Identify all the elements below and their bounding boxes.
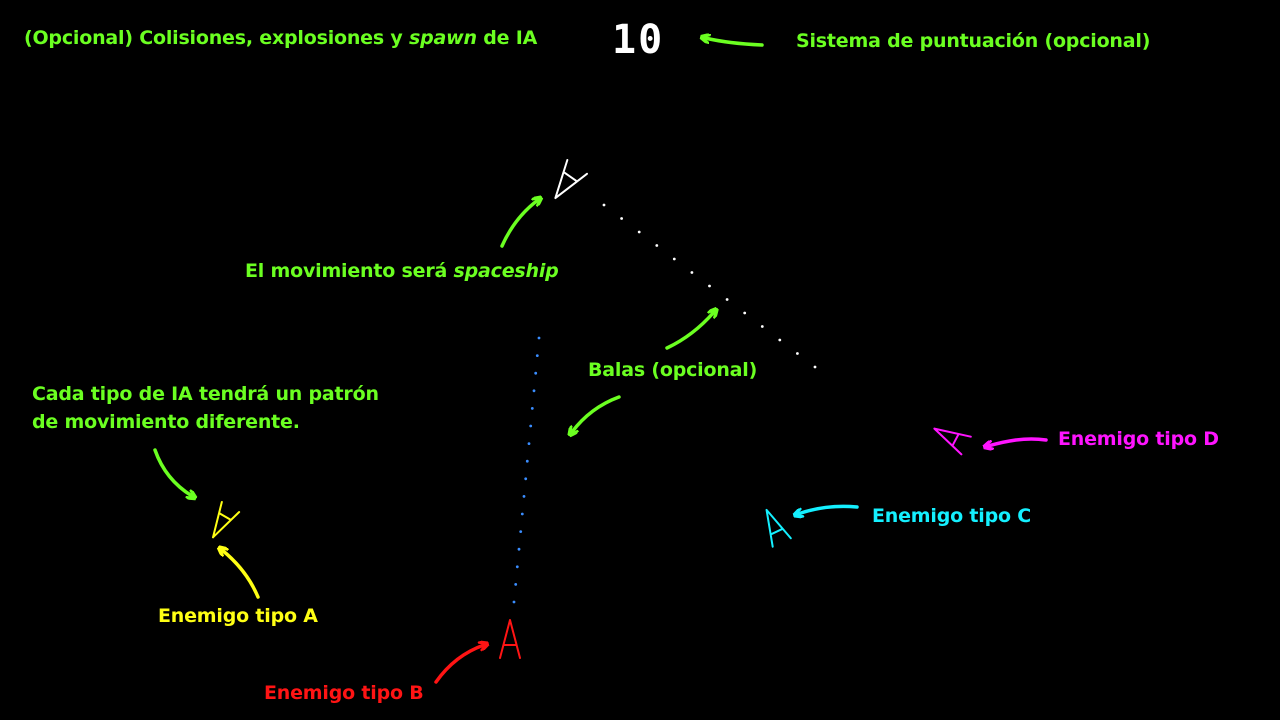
ai-annotation-line2: de movimiento diferente. bbox=[32, 411, 300, 433]
player-bullet bbox=[655, 244, 659, 247]
movement-text: El movimiento será bbox=[245, 260, 454, 282]
player-bullet bbox=[690, 271, 694, 274]
enemy-bullet bbox=[537, 336, 541, 340]
enemy-bullet bbox=[525, 459, 529, 463]
player-bullet bbox=[760, 325, 764, 328]
score-counter: 10 bbox=[612, 17, 665, 63]
player-bullet-trail bbox=[602, 203, 817, 369]
player-bullet bbox=[602, 203, 606, 207]
player-bullet bbox=[708, 284, 711, 288]
enemy-bullet bbox=[512, 600, 516, 604]
bullets-annotation: Balas (opcional) bbox=[588, 359, 758, 381]
arrow-to-enemy-b bbox=[434, 645, 484, 684]
enemy-bullet bbox=[517, 547, 521, 551]
enemy-bullet bbox=[529, 424, 533, 428]
enemy-bullet bbox=[522, 495, 526, 498]
enemy-bullet bbox=[530, 407, 534, 410]
enemy-a-label: Enemigo tipo A bbox=[158, 605, 318, 627]
ai-annotation-line1: Cada tipo de IA tendrá un patrón bbox=[32, 383, 379, 405]
enemy-b-ship-icon bbox=[499, 619, 521, 659]
arrow-to-enemy-d bbox=[988, 437, 1048, 446]
arrow-to-player-bullets bbox=[665, 312, 714, 350]
enemy-bullet bbox=[535, 354, 539, 357]
enemy-bullet bbox=[515, 565, 519, 569]
enemy-d-ship-icon bbox=[933, 427, 972, 456]
player-bullet bbox=[637, 230, 641, 234]
enemy-a-ship-icon bbox=[212, 501, 241, 539]
enemy-bullet bbox=[532, 389, 536, 393]
player-bullet bbox=[743, 311, 747, 315]
player-bullet bbox=[672, 257, 676, 261]
player-bullet bbox=[813, 365, 817, 369]
collisions-annotation: (Opcional) Colisiones, explosiones y spa… bbox=[24, 24, 537, 52]
arrow-to-player bbox=[500, 200, 538, 248]
player-bullet bbox=[778, 338, 782, 342]
arrow-to-enemy-a-from-ai bbox=[153, 448, 192, 496]
enemy-c-ship-icon bbox=[765, 508, 792, 548]
scoring-annotation: Sistema de puntuación (opcional) bbox=[796, 30, 1151, 52]
arrow-to-enemy-bullets bbox=[572, 395, 621, 432]
enemy-bullet-trail bbox=[512, 336, 541, 604]
player-bullet bbox=[725, 298, 729, 301]
enemy-bullet bbox=[514, 583, 518, 586]
collisions-text: (Opcional) Colisiones, explosiones y bbox=[24, 27, 409, 49]
movement-annotation: El movimiento será spaceship bbox=[245, 257, 559, 285]
arrow-to-enemy-a bbox=[222, 550, 260, 599]
player-bullet bbox=[796, 352, 799, 355]
collisions-italic-text: spawn bbox=[409, 27, 477, 49]
enemy-bullet bbox=[534, 371, 538, 375]
enemy-bullet bbox=[524, 477, 528, 481]
enemy-d-label: Enemigo tipo D bbox=[1058, 428, 1219, 450]
enemy-bullet bbox=[527, 442, 531, 445]
player-ship-icon bbox=[554, 159, 589, 200]
arrow-to-score bbox=[705, 38, 764, 47]
collisions-suffix-text: de IA bbox=[476, 27, 538, 49]
movement-italic-text: spaceship bbox=[453, 260, 559, 282]
player-bullet bbox=[620, 217, 623, 220]
enemy-c-label: Enemigo tipo C bbox=[872, 505, 1031, 527]
enemy-bullet bbox=[520, 512, 524, 516]
arrow-to-enemy-c bbox=[798, 504, 859, 514]
enemy-bullet bbox=[519, 530, 523, 533]
enemy-b-label: Enemigo tipo B bbox=[264, 682, 424, 704]
